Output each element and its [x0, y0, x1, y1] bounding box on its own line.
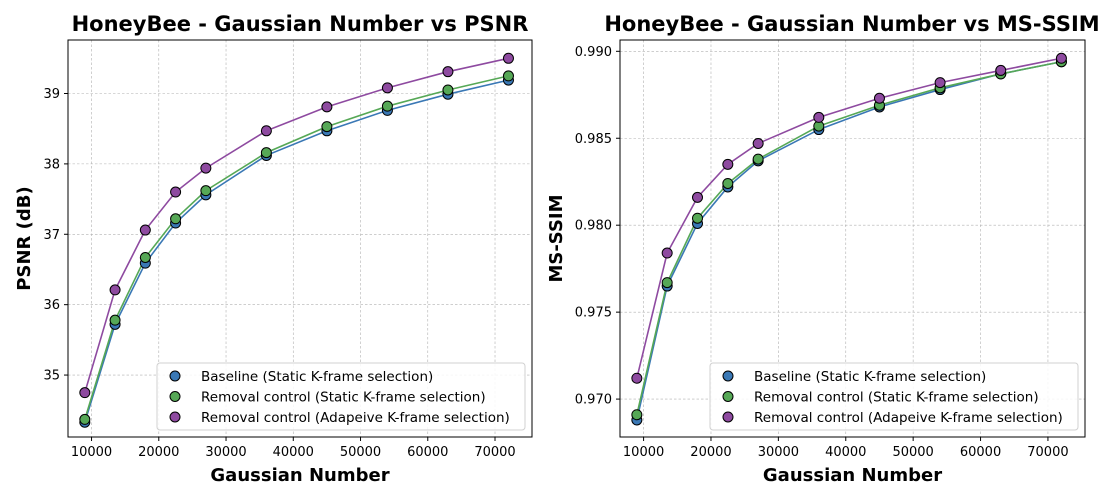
- legend-label-1: Baseline (Static K-frame selection): [201, 369, 433, 385]
- y-axis-label: PSNR (dB): [14, 186, 35, 290]
- data-point-s2-5: [200, 185, 212, 197]
- y-axis-label: MS-SSIM: [546, 194, 567, 282]
- y-tick-label: 0.985: [575, 132, 612, 147]
- legend-marker-1: [169, 370, 181, 382]
- plot-frame: [67, 39, 533, 438]
- legend-marker-2: [722, 391, 734, 402]
- data-point-s2-10: [502, 70, 514, 82]
- data-point-s3-4: [170, 186, 182, 198]
- y-tick-label: 35: [43, 369, 60, 384]
- x-tick-label: 30000: [205, 445, 246, 460]
- chart-panel-2: 10000 20000 30000 40000 50000 60000 70000 0.970…: [546, 12, 1100, 486]
- data-point-s3-9: [995, 64, 1007, 76]
- data-point-s3-2: [109, 284, 121, 296]
- x-tick-label: 50000: [892, 445, 933, 460]
- data-point-s3-9: [442, 66, 454, 78]
- data-point-s3-4: [722, 158, 734, 170]
- x-tick-label: 60000: [960, 445, 1001, 460]
- y-tick-label: 0.970: [575, 393, 612, 408]
- data-point-s2-7: [321, 121, 333, 133]
- series-line-3: [84, 57, 509, 393]
- y-tick-label: 38: [43, 157, 60, 172]
- data-point-s2-1: [631, 409, 643, 421]
- y-tick-label: 0.990: [575, 45, 612, 60]
- series-line-1: [84, 79, 509, 423]
- data-point-s2-9: [442, 84, 454, 96]
- x-tick-label: 30000: [758, 445, 799, 460]
- data-point-s3-6: [260, 125, 272, 137]
- x-tick-label: 40000: [273, 445, 314, 460]
- legend-label-3: Removal control (Adapeive K-frame select…: [201, 410, 510, 426]
- legend-label-2: Removal control (Static K-frame selectio…: [754, 390, 1039, 406]
- data-point-s3-1: [631, 372, 643, 384]
- legend-box: [709, 362, 1079, 431]
- series-line-2: [84, 75, 509, 420]
- data-point-s2-3: [692, 212, 703, 224]
- data-point-s3-5: [200, 162, 212, 174]
- x-tick-label: 40000: [825, 445, 866, 460]
- x-tick-label: 20000: [138, 445, 179, 460]
- legend-label-3: Removal control (Adapeive K-frame select…: [754, 410, 1063, 426]
- chart-title: HoneyBee - Gaussian Number vs MS-SSIM: [604, 12, 1099, 36]
- data-point-s3-5: [752, 137, 764, 149]
- plot-frame: [619, 39, 1086, 438]
- legend-marker-3: [169, 411, 181, 423]
- series-line-3: [636, 57, 1062, 379]
- data-point-s2-2: [661, 277, 673, 289]
- legend-marker-2: [169, 391, 181, 402]
- x-tick-label: 10000: [71, 445, 112, 460]
- data-point-s2-4: [722, 177, 734, 189]
- x-tick-label: 50000: [340, 445, 381, 460]
- legend: Baseline (Static K-frame selection) Remov…: [709, 362, 1079, 431]
- y-tick-label: 36: [43, 298, 60, 313]
- legend-label-2: Removal control (Static K-frame selectio…: [201, 390, 486, 406]
- data-point-s2-1: [79, 413, 91, 425]
- data-point-s3-8: [934, 77, 946, 89]
- data-point-s2-2: [109, 314, 121, 326]
- data-point-s3-10: [502, 52, 514, 64]
- data-point-s3-3: [692, 191, 703, 203]
- x-tick-label: 70000: [1027, 445, 1068, 460]
- legend-box: [156, 362, 526, 431]
- series-line-2: [636, 60, 1062, 415]
- y-tick-label: 39: [43, 87, 60, 102]
- data-point-s3-7: [321, 101, 333, 113]
- data-point-s3-2: [661, 247, 673, 259]
- y-tick-label: 0.975: [575, 306, 612, 321]
- x-tick-label: 10000: [623, 445, 664, 460]
- data-point-s2-8: [381, 100, 393, 112]
- data-point-s2-6: [260, 147, 272, 159]
- data-point-s2-5: [752, 153, 764, 165]
- chart-title: HoneyBee - Gaussian Number vs PSNR: [72, 12, 529, 36]
- x-tick-label: 20000: [690, 445, 731, 460]
- data-point-s2-3: [139, 252, 151, 264]
- data-point-s2-4: [170, 213, 182, 225]
- data-point-s3-10: [1055, 52, 1067, 64]
- legend-marker-3: [722, 411, 734, 423]
- x-axis-label: Gaussian Number: [210, 465, 389, 486]
- legend-marker-1: [722, 370, 734, 382]
- x-axis-label: Gaussian Number: [763, 465, 942, 486]
- x-tick-label: 60000: [407, 445, 448, 460]
- legend: Baseline (Static K-frame selection) Remov…: [156, 362, 526, 431]
- x-tick-label: 70000: [474, 445, 515, 460]
- series-line-1: [636, 60, 1062, 421]
- y-tick-label: 0.980: [575, 219, 612, 234]
- y-tick-label: 37: [43, 228, 60, 243]
- legend-label-1: Baseline (Static K-frame selection): [754, 369, 986, 385]
- data-point-s3-7: [873, 92, 885, 104]
- data-point-s3-3: [139, 224, 151, 236]
- chart-panel-1: 10000 20000 30000 40000 50000 60000 70000 35 36 3…: [14, 12, 533, 486]
- data-point-s3-6: [813, 111, 825, 123]
- data-point-s3-8: [381, 82, 393, 94]
- data-point-s3-1: [79, 387, 91, 399]
